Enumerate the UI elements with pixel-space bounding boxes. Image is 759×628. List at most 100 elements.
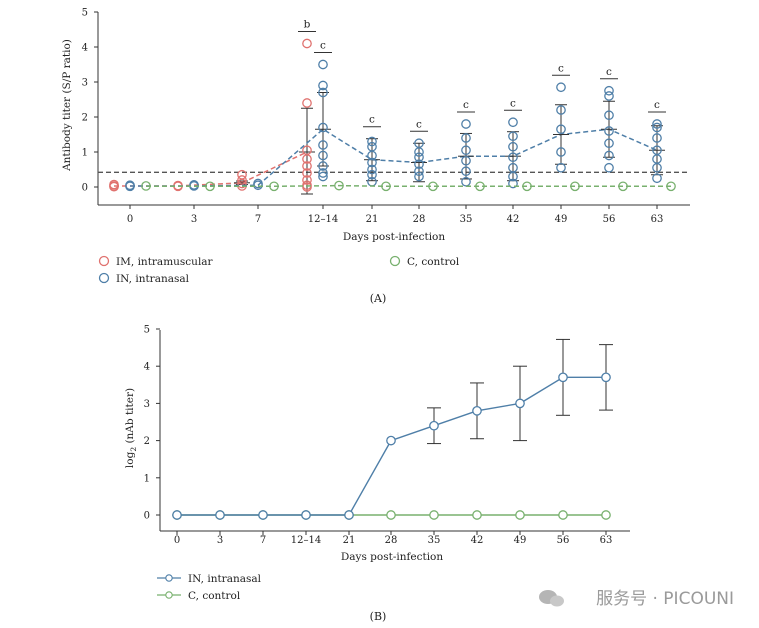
panel-b-data-point <box>386 510 396 520</box>
panel-a-significance-letter: b <box>304 19 311 31</box>
panel-a-data-point <box>367 157 377 168</box>
panel-b-x-tick-label: 12–14 <box>291 535 321 546</box>
panel-a-data-point <box>508 117 518 128</box>
panel-a-x-tick-label: 63 <box>651 214 664 225</box>
panel-a-data-point <box>508 178 518 189</box>
panel-a-data-point <box>318 59 328 70</box>
panel-b: 0 1 2 3 4 5 0 3 7 12–14 21 28 35 42 49 56 63 Days post-… <box>124 325 630 623</box>
panel-a-y-axis-label: Antibody titer (S/P ratio) <box>61 39 73 172</box>
panel-a-significance-letter: c <box>606 66 612 78</box>
panel-b-data-point <box>558 510 568 520</box>
panel-a-y-tick-label: 4 <box>82 43 88 54</box>
panel-a-data-point <box>414 159 424 170</box>
panel-a-significance-letter: c <box>416 118 422 130</box>
panel-b-x-tick-label: 56 <box>557 535 570 546</box>
panel-a-label: (A) <box>370 292 387 305</box>
legend-in-marker <box>98 272 110 284</box>
panel-a-data-point <box>556 124 566 135</box>
panel-a-data-point <box>556 147 566 157</box>
panel-b-y-tick-label: 1 <box>144 473 150 484</box>
panel-a-y-tick-label: 1 <box>82 148 88 159</box>
panel-a-data-point <box>302 38 312 49</box>
panel-a-data-point <box>237 175 247 185</box>
panel-a-data-point <box>556 82 566 93</box>
panel-a-data-point <box>367 164 377 175</box>
panel-b-data-point <box>515 510 525 520</box>
legend-im-label: IM, intramuscular <box>116 256 214 268</box>
panel-a-data-point <box>141 181 151 191</box>
panel-b-y-tick-label: 0 <box>144 511 150 522</box>
watermark-icon <box>539 590 564 607</box>
panel-b-data-point <box>515 398 525 409</box>
panel-a-data-point <box>618 181 628 192</box>
panel-b-data-point <box>172 510 182 520</box>
legend-b-in-label: IN, intranasal <box>188 573 262 585</box>
panel-a-data-point <box>414 152 424 163</box>
panel-a-data-point <box>205 181 215 192</box>
panel-a-data-point <box>109 181 119 192</box>
panel-a-x-tick-label: 21 <box>366 214 379 225</box>
panel-a-data-point <box>461 145 471 156</box>
panel-a-data-point <box>334 180 344 191</box>
panel-a-data-point <box>302 161 312 171</box>
panel-b-data-point <box>344 510 354 520</box>
panel-a-data-point <box>652 173 662 184</box>
panel-a-x-tick-label: 42 <box>507 214 520 225</box>
panel-a-data-point <box>381 181 391 192</box>
panel-a-x-tick-label: 56 <box>603 214 616 225</box>
panel-b-data-point <box>601 372 611 383</box>
panel-a-data-point <box>302 168 312 178</box>
panel-a-y-tick-label: 3 <box>82 78 88 89</box>
panel-a-data-point <box>367 169 377 180</box>
panel-a-mean-line <box>146 184 671 188</box>
panel-b-data-point <box>601 510 611 520</box>
panel-b-x-tick-label: 42 <box>471 535 484 546</box>
panel-a-x-tick-label: 35 <box>460 214 473 225</box>
panel-a-data-point <box>604 91 614 101</box>
panel-b-data-point <box>472 405 482 416</box>
panel-a-data-point <box>461 155 471 166</box>
panel-a-data-point <box>652 119 662 129</box>
panel-b-y-tick-label: 4 <box>144 362 150 373</box>
panel-a-data-point <box>237 178 247 189</box>
panel-a-significance-letter: c <box>558 62 564 74</box>
panel-a-data-point <box>508 171 518 182</box>
legend-b-control-marker <box>165 591 173 599</box>
panel-a-data-point <box>302 154 312 164</box>
panel-b-x-tick-label: 7 <box>260 535 266 546</box>
panel-a-data-point <box>604 162 614 173</box>
panel-b-data-point <box>558 372 568 383</box>
panel-b-data-point <box>258 510 268 520</box>
panel-a-significance-letter: c <box>510 97 516 109</box>
panel-a-data-point <box>428 181 438 192</box>
panel-a-x-axis-label: Days post-infection <box>343 231 446 243</box>
panel-a-data-point <box>604 138 614 149</box>
panel-b-data-point <box>472 510 482 520</box>
panel-b-x-tick-label: 3 <box>217 535 223 546</box>
panel-a-data-point <box>189 180 199 190</box>
legend-b-control-label: C, control <box>188 590 241 602</box>
panel-b-x-tick-label: 21 <box>343 535 356 546</box>
panel-a-data-point <box>461 119 471 129</box>
panel-a-data-point <box>414 171 424 182</box>
legend-control-label: C, control <box>407 256 460 268</box>
legend-b-in-marker <box>165 574 173 582</box>
panel-a-data-point <box>508 141 518 152</box>
panel-b-label: (B) <box>370 610 387 623</box>
panel-a-x-tick-label: 49 <box>555 214 568 225</box>
panel-a-data-point <box>652 133 662 143</box>
panel-a-mean-line <box>114 151 308 187</box>
panel-b-x-tick-label: 0 <box>174 535 180 546</box>
panel-a-y-tick-label: 5 <box>82 8 88 19</box>
panel-a-data-point <box>461 133 471 143</box>
panel-a-data-point <box>604 126 614 136</box>
legend-im-marker <box>98 255 110 267</box>
panel-a-data-point <box>318 122 328 133</box>
panel-a-data-point <box>269 181 279 192</box>
panel-b-x-tick-label: 28 <box>385 535 398 546</box>
panel-b-x-tick-label: 63 <box>600 535 613 546</box>
panel-b-data-point <box>301 510 311 520</box>
panel-a-x-tick-label: 28 <box>413 214 426 225</box>
panel-a-data-point <box>461 166 471 177</box>
panel-a-data-point <box>318 171 328 182</box>
